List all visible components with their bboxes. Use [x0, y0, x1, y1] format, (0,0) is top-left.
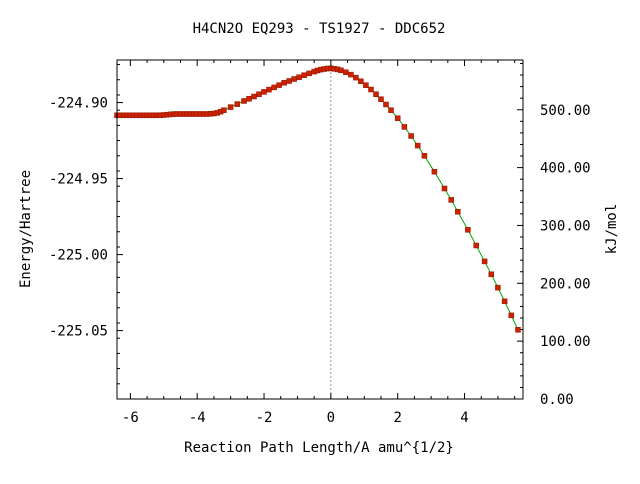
y-tick-label: -224.90	[49, 96, 108, 112]
data-point	[378, 96, 384, 102]
data-point	[515, 327, 521, 333]
data-point	[296, 74, 302, 80]
chart-title: H4CN2O EQ293 - TS1927 - DDC652	[193, 21, 446, 37]
data-point	[501, 298, 508, 305]
axes: -6 -4 -2 0 2 4 -224.90 -224.95 -225.00 -225.05 0.0…	[49, 59, 591, 426]
data-point	[353, 74, 359, 81]
plot-frame	[116, 59, 524, 400]
data-point	[473, 242, 479, 249]
y2-tick-label: 100.00	[540, 334, 591, 350]
data-point	[373, 91, 379, 97]
data-point	[338, 67, 344, 74]
data-point	[421, 153, 428, 159]
x-tick-label: -2	[256, 410, 273, 426]
data-point	[306, 70, 312, 77]
data-point	[508, 312, 515, 319]
data-point	[251, 93, 257, 100]
data-point	[246, 96, 252, 102]
data-point	[488, 271, 495, 278]
data-point	[481, 258, 488, 265]
x-tick-label: 4	[460, 410, 468, 426]
data-point	[234, 101, 241, 107]
y2-axis-label: kJ/mol	[604, 204, 620, 255]
data-point	[388, 107, 394, 113]
data-point	[286, 78, 292, 84]
x-tick-label: 0	[327, 410, 335, 426]
data-point	[266, 86, 272, 93]
data-point	[363, 82, 369, 88]
data-point	[221, 107, 227, 113]
y2-tick-label: 0.00	[540, 392, 574, 408]
data-point	[276, 82, 282, 88]
data-point	[261, 89, 267, 95]
data-point	[495, 284, 501, 291]
data-point	[383, 101, 389, 108]
data-point	[441, 185, 448, 192]
y-axis-label: Energy/Hartree	[18, 170, 34, 288]
x-axis-label: Reaction Path Length/A amu^{1/2}	[184, 440, 454, 456]
data-point	[301, 72, 307, 78]
x-tick-label: -4	[189, 410, 206, 426]
data-point	[241, 98, 247, 104]
data-point	[465, 227, 471, 233]
data-point	[455, 208, 461, 215]
data-point	[343, 69, 349, 75]
y-tick-label: -225.05	[49, 324, 108, 340]
points-layer	[114, 65, 521, 333]
data-point	[227, 104, 234, 110]
data-point	[401, 124, 408, 130]
data-point	[281, 80, 287, 86]
data-point	[358, 78, 364, 85]
y2-tick-label: 500.00	[540, 103, 591, 119]
data-point	[448, 197, 454, 203]
curve-layer	[117, 67, 519, 331]
data-point	[256, 91, 262, 97]
x-tick-label: -6	[122, 410, 139, 426]
data-point	[408, 133, 414, 139]
y2-tick-label: 300.00	[540, 218, 591, 234]
data-point	[348, 71, 354, 78]
x-tick-label: 2	[393, 410, 401, 426]
y-tick-label: -224.95	[49, 172, 108, 188]
data-point	[431, 168, 438, 175]
y-tick-label: -225.00	[49, 248, 108, 264]
data-point	[394, 115, 401, 121]
data-point	[271, 84, 277, 91]
data-point	[368, 86, 374, 93]
y2-tick-label: 400.00	[540, 161, 591, 177]
energy-curve	[117, 67, 519, 331]
y2-tick-label: 200.00	[540, 276, 591, 292]
data-point	[291, 76, 297, 82]
data-point	[414, 142, 421, 149]
